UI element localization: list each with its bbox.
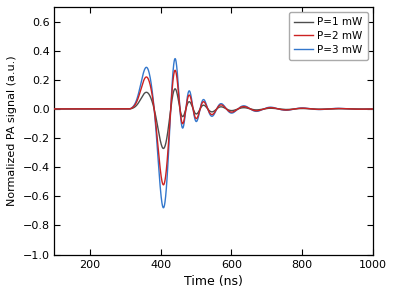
- P=1 mW: [161, 147, 166, 150]
- P=3 mW: [345, 107, 350, 111]
- P=2 mW: [161, 183, 166, 187]
- P=2 mW: [52, 107, 57, 111]
- P=3 mW: [284, 109, 288, 112]
- Legend: P=1 mW, P=2 mW, P=3 mW: P=1 mW, P=2 mW, P=3 mW: [289, 12, 368, 60]
- P=1 mW: [345, 107, 350, 111]
- P=1 mW: [52, 107, 57, 111]
- P=3 mW: [204, 102, 208, 105]
- P=1 mW: [371, 107, 375, 111]
- P=1 mW: [284, 108, 288, 111]
- P=2 mW: [204, 103, 208, 106]
- P=2 mW: [345, 107, 350, 111]
- Line: P=2 mW: P=2 mW: [54, 70, 373, 185]
- P=1 mW: [361, 107, 366, 111]
- P=1 mW: [186, 100, 191, 104]
- Line: P=1 mW: P=1 mW: [54, 89, 373, 148]
- X-axis label: Time (ns): Time (ns): [184, 275, 243, 288]
- P=1 mW: [204, 105, 208, 109]
- P=3 mW: [52, 107, 57, 111]
- P=3 mW: [189, 94, 193, 98]
- P=2 mW: [371, 107, 375, 111]
- P=2 mW: [173, 68, 177, 72]
- P=1 mW: [173, 87, 177, 91]
- P=2 mW: [361, 107, 366, 111]
- P=3 mW: [371, 107, 375, 111]
- Y-axis label: Normalized PA signal (a.u.): Normalized PA signal (a.u.): [7, 55, 17, 206]
- P=3 mW: [186, 90, 191, 94]
- P=1 mW: [189, 102, 193, 106]
- P=2 mW: [189, 97, 193, 101]
- P=3 mW: [161, 206, 166, 209]
- P=3 mW: [361, 107, 366, 111]
- Line: P=3 mW: P=3 mW: [54, 59, 373, 208]
- P=3 mW: [173, 57, 177, 60]
- P=2 mW: [186, 94, 191, 98]
- P=2 mW: [284, 108, 288, 112]
